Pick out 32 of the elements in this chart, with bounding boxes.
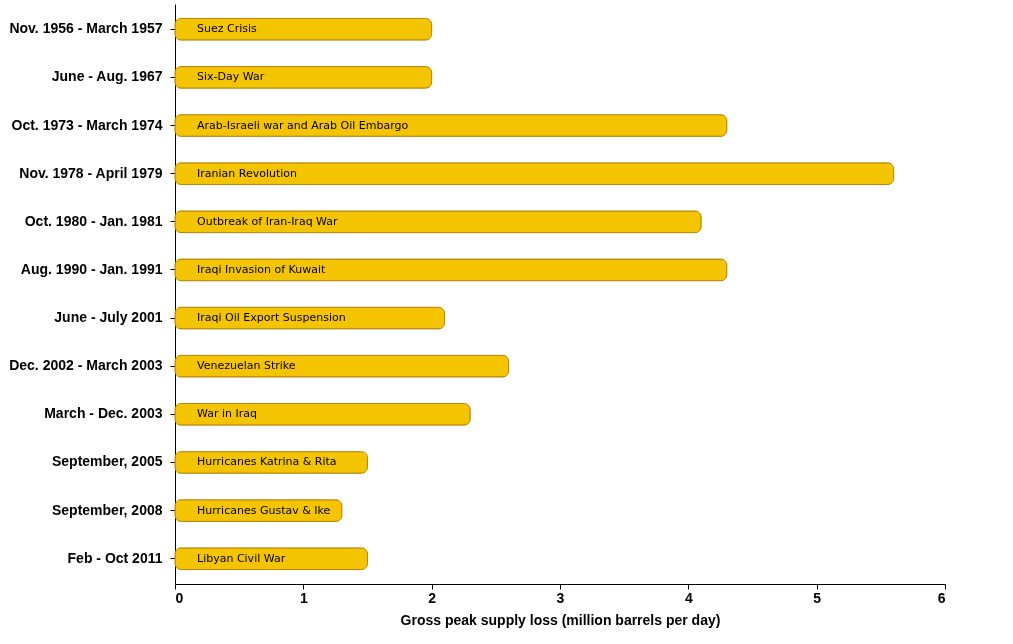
annotation: Iranian Revolution bbox=[197, 166, 298, 180]
y-tick-label: Oct. 1980 - Jan. 1981 bbox=[24, 212, 163, 229]
x-tick-label: 1 bbox=[299, 589, 308, 606]
annotation: Libyan Civil War bbox=[197, 551, 286, 565]
y-tick-label: Feb - Oct 2011 bbox=[67, 549, 163, 566]
y-tick-label: September, 2005 bbox=[51, 453, 163, 470]
annotation: Hurricanes Katrina & Rita bbox=[197, 455, 337, 469]
y-tick-label: June - Aug. 1967 bbox=[51, 68, 163, 85]
x-tick-label: 3 bbox=[556, 589, 565, 606]
annotation: Venezuelan Strike bbox=[197, 359, 296, 373]
y-tick-label: Nov. 1956 - March 1957 bbox=[9, 20, 163, 37]
y-tick-label: June - July 2001 bbox=[54, 309, 163, 326]
annotation: Arab-Israeli war and Arab Oil Embargo bbox=[197, 118, 409, 132]
annotation: Hurricanes Gustav & Ike bbox=[197, 503, 331, 517]
y-tick-label: March - Dec. 2003 bbox=[44, 405, 163, 422]
y-tick-label: September, 2008 bbox=[51, 501, 163, 518]
y-tick-label: Dec. 2002 - March 2003 bbox=[9, 357, 163, 374]
x-tick-label: 0 bbox=[175, 589, 184, 606]
annotation: Suez Crisis bbox=[197, 22, 258, 36]
annotation: Iraqi Oil Export Suspension bbox=[197, 311, 346, 325]
y-tick-label: Oct. 1973 - March 1974 bbox=[11, 116, 163, 133]
y-tick-label: Aug. 1990 - Jan. 1991 bbox=[20, 260, 163, 277]
x-tick-label: 4 bbox=[684, 589, 693, 606]
y-tick-label: Nov. 1978 - April 1979 bbox=[19, 164, 163, 181]
annotation: War in Iraq bbox=[197, 407, 257, 421]
annotation: Six-Day War bbox=[197, 70, 265, 84]
x-tick-label: 6 bbox=[937, 589, 946, 606]
annotation: Outbreak of Iran-Iraq War bbox=[197, 214, 339, 228]
x-tick-label: 2 bbox=[428, 589, 437, 606]
annotation: Iraqi Invasion of Kuwait bbox=[197, 262, 327, 276]
x-axis-title: Gross peak supply loss (million barrels per day) bbox=[400, 611, 721, 628]
x-tick-label: 5 bbox=[813, 589, 822, 606]
